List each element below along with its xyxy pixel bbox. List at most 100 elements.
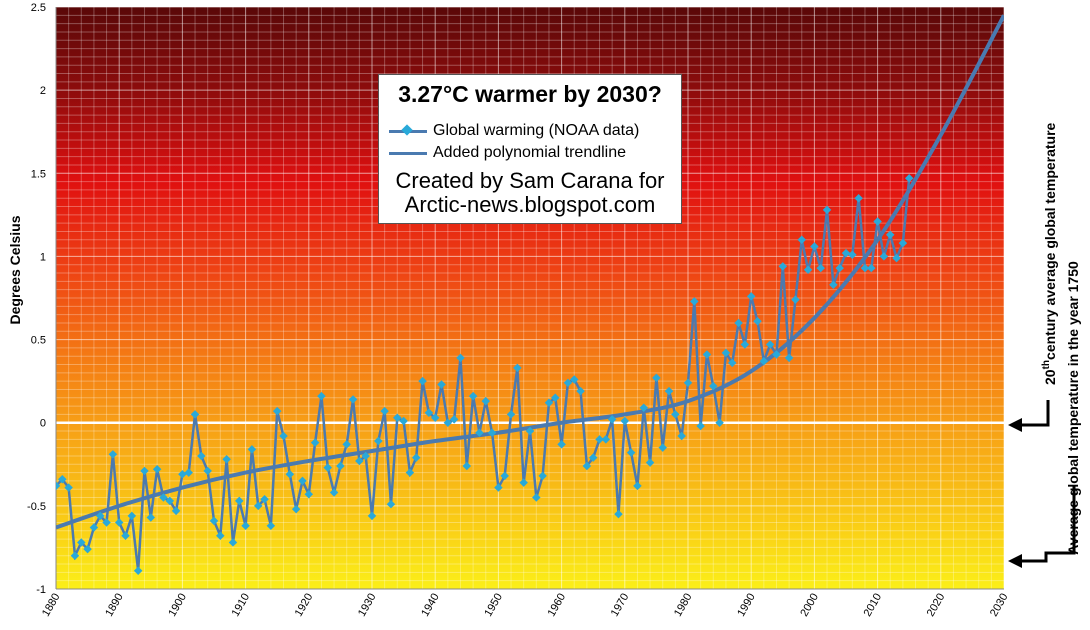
arrowhead-1750 <box>1008 554 1022 568</box>
data-point <box>336 461 345 471</box>
arrow-to-zero-line <box>1012 400 1050 427</box>
data-point <box>374 436 383 446</box>
data-point <box>715 418 724 427</box>
data-point <box>677 431 686 441</box>
data-point <box>108 450 118 459</box>
data-point <box>380 406 389 416</box>
data-point <box>329 488 339 497</box>
data-point <box>222 455 231 464</box>
data-point <box>835 263 844 273</box>
data-point <box>544 398 554 408</box>
data-point <box>791 295 800 304</box>
data-point <box>247 445 257 454</box>
data-point <box>525 426 535 436</box>
data-point <box>595 435 604 444</box>
data-point <box>588 453 598 462</box>
data-point <box>658 443 667 452</box>
data-point <box>582 461 592 471</box>
data-point <box>310 438 320 447</box>
x-tick-label: 1900 <box>166 592 189 619</box>
data-point <box>184 468 193 477</box>
data-point <box>58 475 67 484</box>
data-point <box>652 373 661 383</box>
data-point <box>532 493 541 502</box>
data-point <box>298 476 307 486</box>
credit-line-2: Arctic-news.blogspot.com <box>404 192 656 217</box>
data-point <box>683 378 693 388</box>
y-tick-label: 0.5 <box>31 335 46 347</box>
data-point <box>266 521 276 531</box>
data-point <box>178 470 187 479</box>
y-tick-label: 1 <box>40 251 46 263</box>
x-tick-label: 2010 <box>862 592 885 619</box>
data-point <box>304 489 314 499</box>
data-point <box>816 263 825 273</box>
data-point <box>772 350 781 359</box>
data-point <box>601 435 611 444</box>
data-point <box>778 262 788 271</box>
data-point <box>696 421 705 431</box>
arrowhead-zero <box>1008 418 1022 432</box>
data-point <box>829 280 838 289</box>
data-point <box>285 470 295 479</box>
data-point <box>203 466 212 476</box>
data-point <box>317 391 326 401</box>
data-series-line <box>56 178 911 571</box>
data-point <box>633 481 642 491</box>
legend-item-trend: Added polynomial trendline <box>389 143 626 163</box>
x-tick-label: 1940 <box>419 592 442 619</box>
y-tick-label: 0 <box>40 418 46 430</box>
data-point <box>784 353 794 363</box>
data-point <box>563 378 573 388</box>
data-point <box>576 386 585 396</box>
x-tick-label: 1930 <box>356 592 379 619</box>
data-point <box>538 471 547 481</box>
data-point <box>291 504 301 514</box>
chart-title: 3.27°C warmer by 2030? <box>398 81 662 107</box>
data-point <box>569 375 579 384</box>
data-point <box>513 363 522 373</box>
data-point <box>348 395 358 404</box>
x-tick-label: 1970 <box>609 592 632 619</box>
data-point <box>746 292 756 301</box>
y-tick-label: 2 <box>40 85 46 97</box>
legend-label-trend: Added polynomial trendline <box>433 144 627 161</box>
data-point <box>671 410 680 419</box>
data-point <box>361 451 370 461</box>
data-point <box>279 431 288 441</box>
legend-swatch-trend <box>389 143 427 163</box>
data-point <box>721 348 731 358</box>
data-point <box>393 413 402 422</box>
data-point <box>500 471 509 481</box>
data-point <box>418 376 427 386</box>
x-tick-label: 2030 <box>988 592 1011 619</box>
data-point <box>443 418 453 427</box>
credit-text: Created by Sam Carana for Arctic-news.bl… <box>379 169 681 217</box>
data-point <box>702 350 712 359</box>
data-point <box>551 393 560 403</box>
data-point <box>759 356 769 366</box>
x-tick-label: 1960 <box>546 592 569 619</box>
legend-label-data: Global warming (NOAA data) <box>433 122 640 139</box>
data-point <box>449 415 459 424</box>
data-point <box>235 496 244 506</box>
data-point <box>740 340 750 349</box>
x-tick-label: 1990 <box>735 592 758 619</box>
annotation-20th-century: 20thcentury average global temperature <box>1041 122 1058 385</box>
y-tick-label: -1 <box>36 584 46 596</box>
data-point <box>519 478 528 487</box>
data-point <box>152 465 162 474</box>
annotation-20th-sup: th <box>1041 360 1052 369</box>
annotation-20th-text: century average global temperature <box>1042 122 1058 360</box>
data-point <box>260 494 269 504</box>
data-point <box>487 428 497 437</box>
x-tick-label: 2000 <box>798 592 821 619</box>
legend-swatch-data <box>389 121 427 141</box>
data-point <box>664 386 674 396</box>
data-point <box>386 499 396 509</box>
data-point <box>614 509 623 519</box>
data-point <box>468 391 478 401</box>
data-point <box>165 496 175 506</box>
data-point <box>64 483 73 492</box>
data-point <box>437 380 446 389</box>
